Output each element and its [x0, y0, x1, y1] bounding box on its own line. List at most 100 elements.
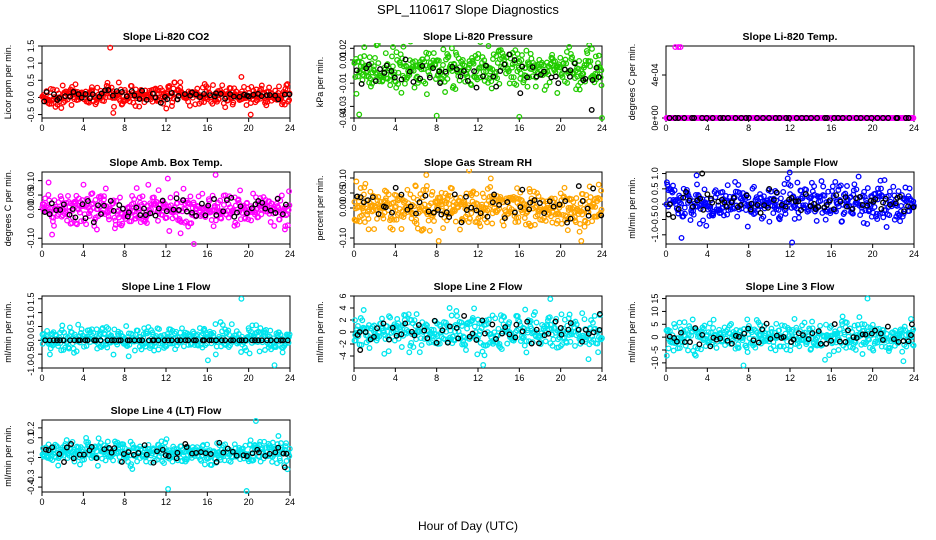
data-point: [455, 204, 462, 211]
data-point: [485, 43, 492, 49]
data-point: [380, 329, 387, 336]
data-point: [212, 351, 219, 358]
data-point: [689, 115, 696, 121]
data-point: [687, 339, 693, 345]
data-point: [408, 317, 415, 323]
data-point: [817, 322, 824, 329]
data-point: [585, 356, 592, 363]
data-point: [707, 343, 714, 350]
data-point: [83, 221, 90, 228]
data-point: [426, 227, 433, 234]
data-point: [841, 209, 848, 216]
data-point: [752, 210, 759, 217]
y-tick-label: -0.3: [26, 469, 36, 485]
data-point: [584, 205, 591, 212]
data-point: [908, 332, 914, 339]
data-point: [545, 330, 552, 337]
data-point: [448, 45, 455, 52]
data-point: [681, 115, 688, 121]
data-point: [161, 460, 167, 467]
data-point: [102, 185, 109, 192]
data-point: [700, 325, 707, 332]
data-point: [227, 85, 234, 92]
data-point: [202, 212, 209, 219]
data-point: [542, 338, 549, 345]
data-point: [182, 441, 189, 447]
data-point: [462, 341, 469, 348]
data-point: [366, 54, 373, 61]
data-point: [446, 323, 453, 330]
data-point: [705, 329, 712, 336]
data-point: [188, 220, 195, 227]
data-point: [828, 337, 835, 344]
data-point: [824, 115, 830, 121]
data-point: [776, 216, 783, 223]
data-point: [274, 441, 281, 448]
data-point: [357, 185, 364, 191]
data-point: [220, 201, 227, 208]
data-point: [360, 307, 367, 313]
data-point: [80, 451, 87, 458]
data-point: [428, 326, 435, 333]
x-tick-label: 24: [285, 373, 295, 383]
y-tick-label: -0.03: [338, 96, 348, 117]
x-tick-label: 12: [785, 373, 795, 383]
data-point: [481, 330, 488, 337]
data-point: [198, 200, 205, 207]
y-tick-label: 0.5: [650, 183, 660, 196]
data-point: [499, 330, 506, 337]
y-axis-label: ml/min per min.: [627, 177, 637, 239]
data-point: [218, 215, 225, 222]
data-point: [399, 55, 406, 62]
data-point: [367, 83, 374, 90]
data-point: [487, 184, 494, 190]
data-point: [791, 315, 798, 322]
data-point: [110, 109, 117, 116]
data-point: [582, 75, 589, 82]
figure-x-axis-label: Hour of Day (UTC): [418, 519, 518, 533]
data-point: [44, 327, 51, 334]
data-point: [400, 43, 407, 50]
data-point: [106, 216, 112, 223]
data-point: [530, 311, 537, 318]
data-point: [826, 197, 833, 204]
data-point: [436, 68, 443, 75]
data-point: [431, 317, 438, 324]
data-point: [564, 79, 571, 86]
data-point: [883, 224, 890, 230]
data-point: [438, 211, 445, 218]
data-point: [398, 76, 405, 83]
data-point: [732, 332, 739, 339]
data-point: [220, 208, 227, 215]
data-point: [95, 202, 102, 209]
x-tick-label: 0: [39, 497, 44, 507]
data-point: [416, 349, 423, 356]
data-point: [673, 338, 680, 345]
data-point: [423, 183, 430, 189]
x-tick-label: 24: [597, 249, 607, 259]
data-point: [352, 317, 358, 324]
data-point: [794, 179, 801, 186]
data-point: [523, 338, 530, 345]
data-point: [500, 53, 507, 60]
data-point: [283, 440, 290, 447]
y-tick-label: -10: [650, 356, 660, 369]
panel-title: Slope Gas Stream RH: [424, 157, 532, 169]
data-point: [495, 325, 502, 332]
data-point: [750, 337, 757, 344]
data-point: [686, 197, 693, 204]
y-tick-label: 0e+00: [650, 105, 660, 130]
data-point: [163, 105, 170, 112]
data-point: [813, 217, 820, 224]
data-point: [851, 322, 858, 329]
data-point: [759, 326, 766, 333]
data-point: [77, 461, 83, 468]
data-point: [598, 206, 605, 213]
data-point: [801, 319, 808, 326]
y-tick-label: -1.0: [26, 360, 36, 376]
data-point: [860, 219, 867, 226]
data-point: [163, 208, 170, 215]
y-tick-label: 0.05: [26, 186, 36, 204]
data-point: [241, 215, 248, 222]
data-point: [460, 68, 467, 75]
